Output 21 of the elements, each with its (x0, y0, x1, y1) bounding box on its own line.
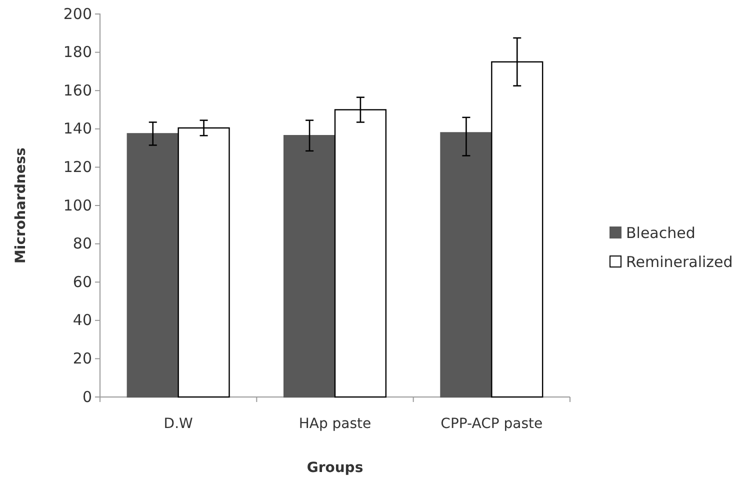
x-tick-label: D.W (164, 416, 194, 432)
y-tick-label: 0 (82, 388, 92, 406)
x-tick-label: HAp paste (298, 416, 372, 432)
y-tick-label: 120 (63, 158, 92, 176)
legend-label: Bleached (626, 224, 696, 242)
y-tick-label: 160 (63, 81, 92, 100)
y-tick-label: 140 (63, 120, 92, 138)
x-tick-label: CPP-ACP paste (440, 416, 543, 432)
y-axis-title: Microhardness (13, 147, 29, 264)
bar (440, 132, 492, 398)
y-tick-label: 80 (72, 234, 92, 253)
y-tick-label: 60 (72, 272, 92, 291)
bar (126, 133, 179, 398)
legend-label: Remineralized (626, 253, 733, 271)
bar (283, 135, 336, 398)
y-tick-label: 40 (72, 311, 92, 330)
y-tick-label: 180 (63, 43, 92, 62)
y-tick-label: 200 (63, 4, 92, 23)
y-tick-label: 100 (63, 196, 92, 214)
x-axis-title: Groups (306, 460, 364, 476)
y-tick-label: 20 (72, 350, 92, 368)
